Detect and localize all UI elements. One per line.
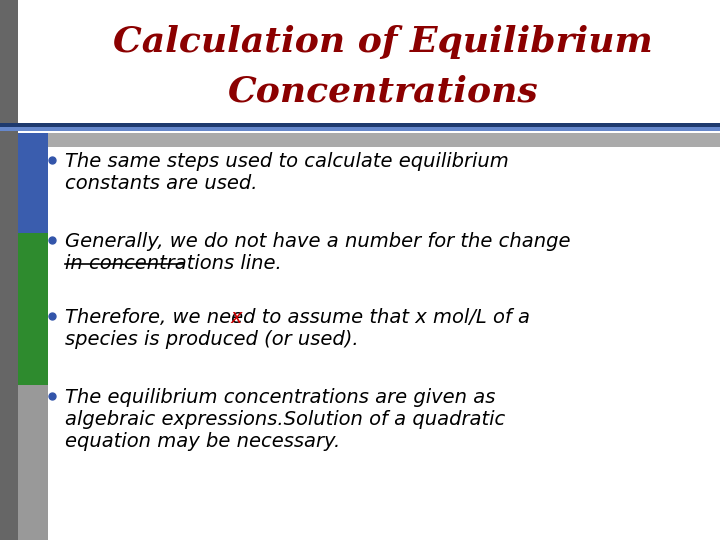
Text: Calculation of Equilibrium: Calculation of Equilibrium: [113, 25, 653, 59]
Bar: [0, 123, 720, 127]
Bar: [0, 133, 720, 147]
Text: The equilibrium concentrations are given as: The equilibrium concentrations are given…: [65, 388, 495, 407]
Bar: [18, 385, 48, 540]
Text: x: x: [230, 308, 242, 327]
Text: Concentrations: Concentrations: [228, 75, 539, 109]
Bar: [18, 133, 48, 238]
Bar: [0, 127, 720, 131]
Text: in concentrations line.: in concentrations line.: [65, 254, 282, 273]
Text: algebraic expressions.Solution of a quadratic: algebraic expressions.Solution of a quad…: [65, 410, 505, 429]
Text: Generally, we do not have a number for the change: Generally, we do not have a number for t…: [65, 232, 570, 251]
Bar: [0, 0, 18, 540]
Text: equation may be necessary.: equation may be necessary.: [65, 432, 341, 451]
Text: Therefore, we need to assume that x mol/L of a: Therefore, we need to assume that x mol/…: [65, 308, 530, 327]
Text: species is produced (or used).: species is produced (or used).: [65, 330, 359, 349]
Bar: [18, 233, 48, 388]
Text: The same steps used to calculate equilibrium: The same steps used to calculate equilib…: [65, 152, 509, 171]
Text: constants are used.: constants are used.: [65, 174, 258, 193]
